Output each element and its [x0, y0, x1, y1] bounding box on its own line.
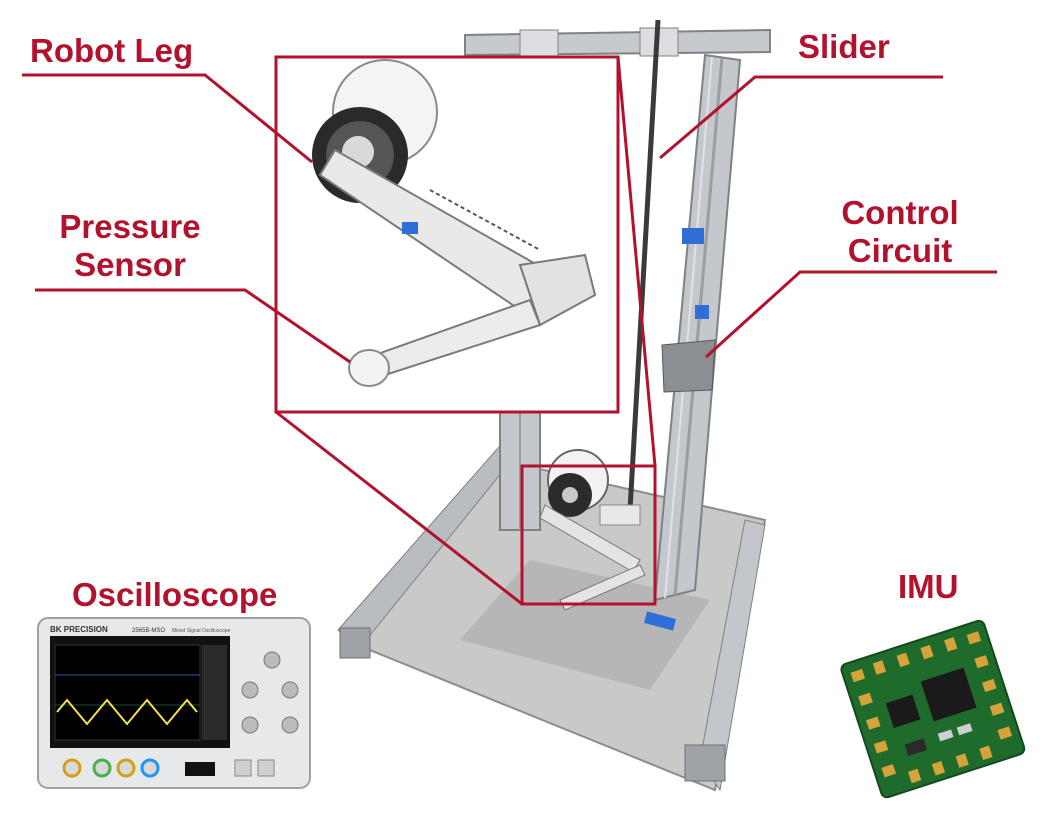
label-control-circuit-line1: Control — [841, 194, 959, 231]
leader-control-circuit — [704, 270, 997, 359]
rig-columns — [464, 19, 771, 602]
imu-board — [840, 619, 1026, 799]
robot-leg-closeup — [312, 59, 597, 387]
zoom-connector-left — [275, 410, 523, 606]
label-oscilloscope: Oscilloscope — [72, 576, 278, 613]
leader-robot-leg — [22, 73, 313, 164]
label-imu: IMU — [898, 568, 959, 605]
label-robot-leg: Robot Leg — [30, 32, 194, 69]
oscilloscope-brand: BK PRECISION — [50, 625, 108, 634]
label-pressure-sensor-line1: Pressure — [59, 208, 201, 245]
label-pressure-sensor-line2: Sensor — [74, 246, 186, 283]
label-pressure-sensor: Pressure Sensor — [50, 208, 210, 284]
leader-slider — [659, 75, 943, 160]
leader-pressure-sensor — [35, 288, 351, 364]
label-control-circuit: Control Circuit — [830, 194, 970, 270]
oscilloscope-model: 2565B-MSO — [132, 628, 165, 634]
zoom-connector-right — [616, 56, 657, 467]
label-slider: Slider — [798, 28, 890, 65]
oscilloscope-subtitle: Mixed Signal Oscilloscope — [172, 628, 231, 634]
zoom-source-box — [520, 464, 657, 606]
oscilloscope-illustration: BK PRECISION 2565B-MSO Mixed Signal Osci… — [37, 617, 311, 789]
label-control-circuit-line2: Circuit — [847, 232, 953, 269]
